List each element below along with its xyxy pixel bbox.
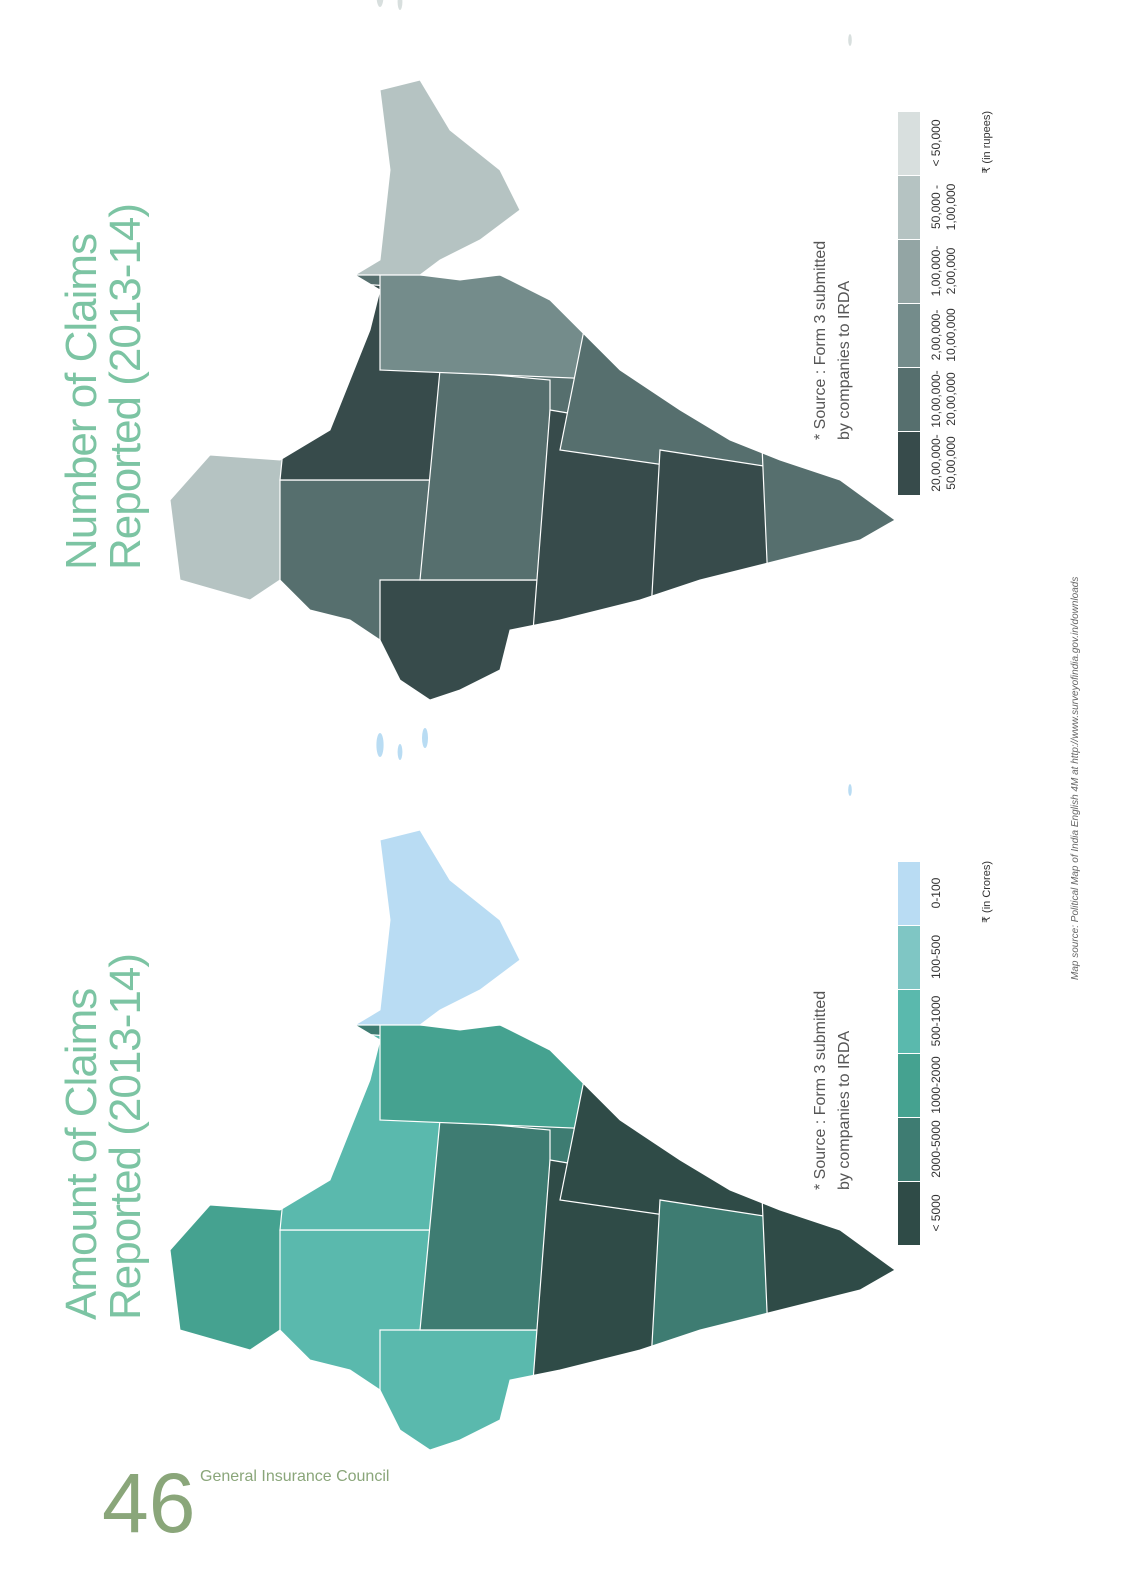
legend-swatch <box>898 240 920 303</box>
state-region <box>379 1329 551 1450</box>
legend-unit: ₹ (in Crores) <box>981 861 993 923</box>
map-title: Reported (2013-14) <box>101 204 150 570</box>
island <box>376 733 384 757</box>
legend-label: 500-1000 <box>929 995 943 1046</box>
state-region <box>559 249 781 481</box>
state-region <box>559 999 781 1231</box>
legend-label: 50,00,000 <box>944 436 958 490</box>
state-region <box>379 579 551 700</box>
state-region <box>419 1119 551 1331</box>
legend-label: < 5000 <box>929 1194 943 1231</box>
legend-swatch <box>898 176 920 239</box>
legend-label: 1,00,000 <box>944 183 958 230</box>
map-title: Number of Claims <box>57 234 106 570</box>
state-region <box>759 399 895 631</box>
island <box>376 0 384 7</box>
india-border <box>169 829 896 1451</box>
legend-label: 20,00,000- <box>929 434 943 491</box>
legend-unit: ₹ (in rupees) <box>981 111 993 174</box>
legend-label: 2,00,000 <box>944 247 958 294</box>
map-credit: Map source: Political Map of India Engli… <box>1070 577 1081 980</box>
legend-label: 2000-5000 <box>929 1120 943 1178</box>
legend-swatch <box>898 1182 920 1245</box>
page-number: 46 <box>102 1456 195 1550</box>
legend-label: 100-500 <box>929 935 943 979</box>
island <box>422 728 428 748</box>
island <box>397 0 403 10</box>
footer: General Insurance Council <box>200 1468 389 1485</box>
state-region <box>419 369 551 581</box>
legend-swatch <box>898 1054 920 1117</box>
source-note: * Source : Form 3 submitted <box>812 991 829 1190</box>
legend-label: < 50,000 <box>929 119 943 166</box>
source-note: by companies to IRDA <box>836 280 853 440</box>
source-note: * Source : Form 3 submitted <box>812 241 829 440</box>
legend-swatch <box>898 926 920 989</box>
legend-label: 10,00,000- <box>929 370 943 427</box>
map-title: Reported (2013-14) <box>101 954 150 1320</box>
legend-swatch <box>898 862 920 925</box>
island <box>848 784 852 796</box>
legend-label: 20,00,000 <box>944 372 958 426</box>
island <box>848 34 852 46</box>
island <box>397 744 403 760</box>
legend-swatch <box>898 304 920 367</box>
map-title: Amount of Claims <box>57 989 106 1320</box>
legend-swatch <box>898 1118 920 1181</box>
legend-swatch <box>898 990 920 1053</box>
state-region <box>759 1149 895 1381</box>
source-note: by companies to IRDA <box>836 1030 853 1190</box>
legend-label: 2,00,000- <box>929 310 943 361</box>
legend-label: 10,00,000 <box>944 308 958 362</box>
legend-swatch <box>898 112 920 175</box>
legend-label: 1000-2000 <box>929 1056 943 1114</box>
legend-label: 1,00,000- <box>929 246 943 297</box>
legend-label: 50,000 - <box>929 185 943 229</box>
legend-swatch <box>898 368 920 431</box>
india-border <box>169 79 896 701</box>
state-region <box>279 80 581 276</box>
legend-swatch <box>898 432 920 495</box>
state-region <box>279 830 581 1026</box>
legend-label: 0-100 <box>929 877 943 908</box>
